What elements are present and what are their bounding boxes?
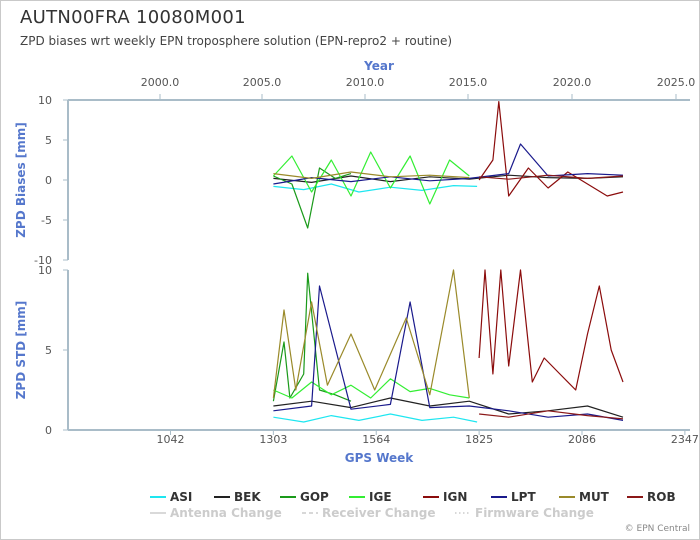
bias-series-rob bbox=[479, 174, 624, 180]
gps-axis-label: GPS Week bbox=[345, 451, 415, 465]
legend-label-rob: ROB bbox=[647, 490, 676, 504]
gps-tick-label: 2086 bbox=[568, 433, 596, 446]
year-tick-label: 2010.0 bbox=[346, 76, 385, 89]
std-y-tick-label: 0 bbox=[45, 424, 52, 437]
std-series-ign bbox=[478, 269, 624, 391]
year-tick-label: 2000.0 bbox=[141, 76, 180, 89]
gps-tick-label: 1303 bbox=[259, 433, 287, 446]
bias-y-tick-label: 5 bbox=[45, 134, 52, 147]
std-series-rob bbox=[479, 410, 624, 420]
legend-label-asi: ASI bbox=[170, 490, 192, 504]
std-series-ige bbox=[273, 378, 470, 399]
std-series-bek bbox=[273, 397, 624, 418]
bias-series-asi bbox=[273, 183, 478, 193]
year-tick-label: 2005.0 bbox=[243, 76, 282, 89]
gps-tick-label: 2347 bbox=[671, 433, 699, 446]
legend-label-gop: GOP bbox=[300, 490, 329, 504]
std-series-mut bbox=[272, 269, 470, 399]
std-series-asi bbox=[273, 413, 478, 423]
year-tick-label: 2020.0 bbox=[553, 76, 592, 89]
legend-change-label: Antenna Change bbox=[170, 506, 282, 520]
std-series-lpt bbox=[273, 285, 624, 421]
bias-series-ige bbox=[272, 151, 470, 205]
gps-tick-label: 1564 bbox=[362, 433, 390, 446]
bias-y-axis-label: ZPD Biases [mm] bbox=[14, 122, 28, 238]
gps-tick-label: 1825 bbox=[465, 433, 493, 446]
legend-change-label: Receiver Change bbox=[322, 506, 436, 520]
legend-label-ige: IGE bbox=[369, 490, 392, 504]
chart-subtitle: ZPD biases wrt weekly EPN troposphere so… bbox=[20, 34, 453, 48]
bias-series-lpt bbox=[273, 143, 624, 185]
bias-y-tick-label: -10 bbox=[34, 254, 52, 267]
bias-y-tick-label: -5 bbox=[41, 214, 52, 227]
legend-label-mut: MUT bbox=[579, 490, 610, 504]
bias-series-mut bbox=[273, 171, 470, 179]
year-axis-label: Year bbox=[363, 59, 394, 73]
std-y-tick-label: 5 bbox=[45, 344, 52, 357]
bias-y-tick-label: 0 bbox=[45, 174, 52, 187]
std-y-axis-label: ZPD STD [mm] bbox=[14, 301, 28, 400]
legend-label-lpt: LPT bbox=[511, 490, 536, 504]
legend-label-ign: IGN bbox=[443, 490, 467, 504]
std-y-tick-label: 10 bbox=[38, 264, 52, 277]
year-tick-label: 2015.0 bbox=[449, 76, 488, 89]
bias-y-tick-label: 10 bbox=[38, 94, 52, 107]
year-tick-label: 2025.0 bbox=[657, 76, 696, 89]
legend-change-label: Firmware Change bbox=[475, 506, 594, 520]
legend-label-bek: BEK bbox=[234, 490, 261, 504]
gps-tick-label: 1042 bbox=[156, 433, 184, 446]
chart-title: AUTN00FRA 10080M001 bbox=[20, 7, 246, 28]
bias-series-ign bbox=[478, 100, 624, 197]
credit-text: © EPN Central bbox=[624, 524, 690, 534]
bias-series-gop bbox=[273, 167, 352, 229]
